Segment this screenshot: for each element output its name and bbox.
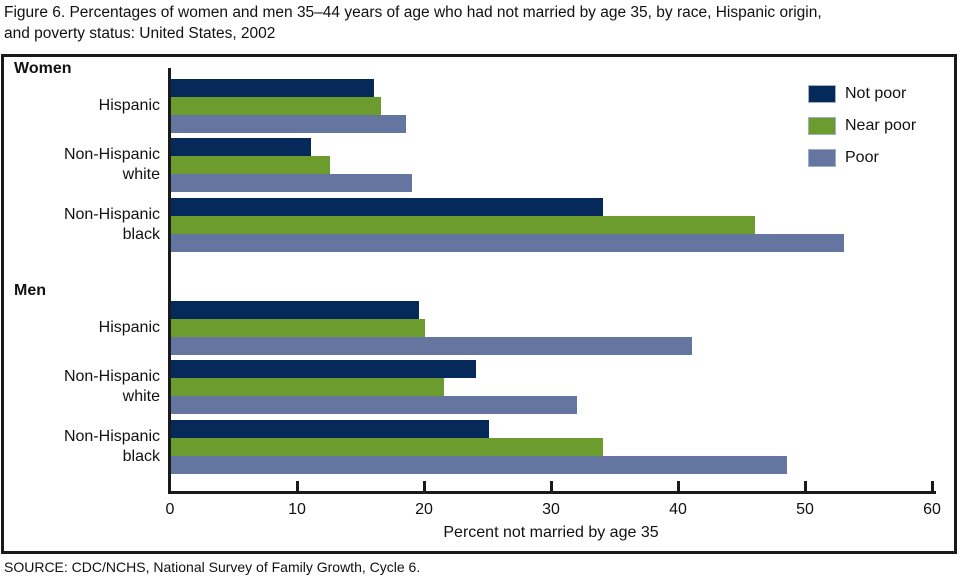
bar-women-non-hispanic-black-near-poor [171, 216, 755, 234]
legend-swatch-near-poor [808, 117, 836, 135]
bar-women-hispanic-near-poor [171, 97, 381, 115]
legend-label-near-poor: Near poor [845, 117, 917, 134]
category-label-women-non-hispanic-white: Non-Hispanic white [10, 138, 160, 192]
bar-men-non-hispanic-black-poor [171, 456, 787, 474]
category-label-men-hispanic: Hispanic [10, 301, 160, 355]
bar-men-hispanic-near-poor [171, 319, 425, 337]
legend-item-not-poor: Not poor [804, 85, 944, 103]
bar-men-non-hispanic-white-poor [171, 396, 577, 414]
x-tick-label-60: 60 [923, 501, 941, 518]
category-label-line: white [122, 388, 160, 405]
chart-frame: Percent not married by age 35 Not poor Ne… [1, 54, 957, 554]
y-axis-line [168, 68, 171, 494]
x-tick-30 [550, 481, 553, 491]
category-label-line: Non-Hispanic [63, 368, 160, 385]
legend-label-poor: Poor [845, 149, 879, 166]
bar-women-non-hispanic-white-poor [171, 174, 412, 192]
x-tick-label-30: 30 [542, 501, 560, 518]
bar-men-non-hispanic-black-near-poor [171, 438, 603, 456]
bar-women-hispanic-not-poor [171, 79, 374, 97]
legend-swatch-poor [808, 149, 836, 167]
category-label-line: Hispanic [98, 319, 160, 336]
legend-item-near-poor: Near poor [804, 117, 944, 135]
x-tick-label-10: 10 [288, 501, 306, 518]
legend-item-poor: Poor [804, 149, 944, 167]
bar-men-hispanic-not-poor [171, 301, 419, 319]
legend-label-not-poor: Not poor [845, 85, 907, 102]
category-label-line: Non-Hispanic [63, 206, 160, 223]
bar-men-non-hispanic-white-not-poor [171, 360, 476, 378]
x-tick-20 [423, 481, 426, 491]
category-label-line: black [122, 226, 160, 243]
bar-women-non-hispanic-white-near-poor [171, 156, 330, 174]
bar-women-non-hispanic-black-poor [171, 234, 844, 252]
category-label-women-non-hispanic-black: Non-Hispanic black [10, 198, 160, 252]
source-note: SOURCE: CDC/NCHS, National Survey of Fam… [4, 559, 421, 575]
figure-title-line-1: Figure 6. Percentages of women and men 3… [4, 4, 822, 21]
bar-women-non-hispanic-black-not-poor [171, 198, 603, 216]
legend-swatch-not-poor [808, 85, 836, 103]
category-label-line: Hispanic [98, 97, 160, 114]
x-tick-label-0: 0 [165, 501, 175, 518]
section-label-women: Women [14, 60, 72, 77]
category-label-men-non-hispanic-white: Non-Hispanic white [10, 360, 160, 414]
figure-title-line-2: and poverty status: United States, 2002 [4, 25, 276, 42]
category-label-line: Non-Hispanic [63, 428, 160, 445]
section-label-men: Men [14, 282, 46, 299]
x-tick-label-40: 40 [669, 501, 687, 518]
x-tick-50 [804, 481, 807, 491]
x-axis-line [168, 491, 936, 494]
category-label-women-hispanic: Hispanic [10, 79, 160, 133]
bar-men-non-hispanic-black-not-poor [171, 420, 489, 438]
category-label-men-non-hispanic-black: Non-Hispanic black [10, 420, 160, 474]
bar-men-non-hispanic-white-near-poor [171, 378, 444, 396]
x-tick-40 [677, 481, 680, 491]
category-label-line: Non-Hispanic [63, 146, 160, 163]
bar-women-hispanic-poor [171, 115, 406, 133]
x-axis-caption: Percent not married by age 35 [443, 524, 659, 541]
x-tick-label-50: 50 [796, 501, 814, 518]
category-label-line: white [122, 166, 160, 183]
category-label-line: black [122, 448, 160, 465]
bar-men-hispanic-poor [171, 337, 692, 355]
x-tick-label-20: 20 [415, 501, 433, 518]
x-tick-60 [931, 481, 934, 491]
plot-area: Percent not married by age 35 Not poor Ne… [4, 57, 954, 551]
bar-women-non-hispanic-white-not-poor [171, 138, 311, 156]
x-tick-10 [296, 481, 299, 491]
